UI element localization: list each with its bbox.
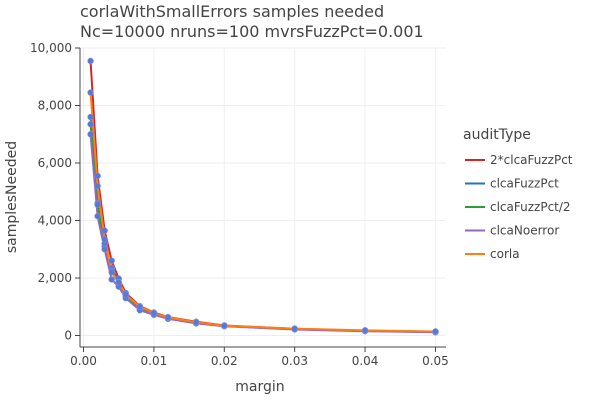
data-point <box>87 120 94 128</box>
legend-item[interactable]: corla <box>465 247 520 261</box>
data-point <box>87 113 94 121</box>
data-point <box>87 89 94 96</box>
x-tick-label: 0.04 <box>352 354 379 368</box>
legend: auditType 2*clcaFuzzPct clcaFuzzPct clcaFu… <box>463 127 573 261</box>
data-point <box>164 314 172 321</box>
data-point <box>94 201 101 208</box>
x-tick-label: 0.05 <box>422 354 449 368</box>
data-point <box>108 257 115 264</box>
legend-item[interactable]: clcaFuzzPct <box>465 177 559 191</box>
x-tick-label: 0.02 <box>211 354 238 368</box>
data-point <box>291 325 298 332</box>
series-line-4 <box>89 92 436 333</box>
y-tick-label: 10,000 <box>30 41 72 55</box>
data-point <box>94 172 101 180</box>
x-axis-title: margin <box>235 379 284 395</box>
data-point <box>115 279 122 286</box>
axis-layer: 0.00 0.01 0.02 0.03 0.04 0.05 0 2,000 4,000 6,000… <box>30 41 449 368</box>
data-point <box>94 182 101 190</box>
legend-label: clcaFuzzPct/2 <box>490 200 571 214</box>
data-point <box>101 235 108 243</box>
data-point <box>221 322 228 329</box>
legend-label: clcaNoerror <box>490 224 559 238</box>
legend-item[interactable]: clcaNoerror <box>465 224 559 238</box>
grid-layer <box>80 47 446 347</box>
series-layer <box>89 60 436 334</box>
y-tick-label: 2,000 <box>38 271 72 285</box>
series-line-1 <box>89 116 436 334</box>
legend-title: auditType <box>463 127 531 143</box>
data-point <box>87 57 94 65</box>
x-tick-label: 0.00 <box>70 354 97 368</box>
data-point <box>150 309 158 317</box>
data-point <box>192 319 200 326</box>
legend-item[interactable]: clcaFuzzPct/2 <box>465 200 571 214</box>
chart-title: corlaWithSmallErrors samples needed <box>80 2 384 21</box>
x-tick-label: 0.03 <box>281 354 308 368</box>
series-line-3 <box>89 134 436 334</box>
data-point <box>361 327 369 334</box>
y-tick-label: 8,000 <box>38 99 72 113</box>
y-tick-label: 4,000 <box>38 214 72 228</box>
data-point <box>136 303 144 310</box>
series-line-0 <box>89 60 436 333</box>
legend-label: clcaFuzzPct <box>490 177 559 191</box>
y-axis-title: samplesNeeded <box>4 141 20 253</box>
x-tick-label: 0.01 <box>141 354 168 368</box>
data-point <box>94 212 101 220</box>
data-point <box>432 328 439 335</box>
data-point <box>122 291 129 298</box>
chart-subtitle: Nc=10000 nruns=100 mvrsFuzzPct=0.001 <box>80 22 424 41</box>
legend-label: 2*clcaFuzzPct <box>490 153 573 167</box>
series-line-2 <box>89 124 436 334</box>
legend-item[interactable]: 2*clcaFuzzPct <box>465 153 573 167</box>
y-tick-label: 0 <box>64 329 72 343</box>
data-point <box>101 246 108 253</box>
marker-layer <box>87 57 439 336</box>
data-point <box>108 269 115 276</box>
data-point <box>101 227 108 234</box>
y-tick-label: 6,000 <box>38 156 72 170</box>
legend-label: corla <box>490 247 520 261</box>
data-point <box>87 131 94 138</box>
data-point <box>108 276 115 283</box>
